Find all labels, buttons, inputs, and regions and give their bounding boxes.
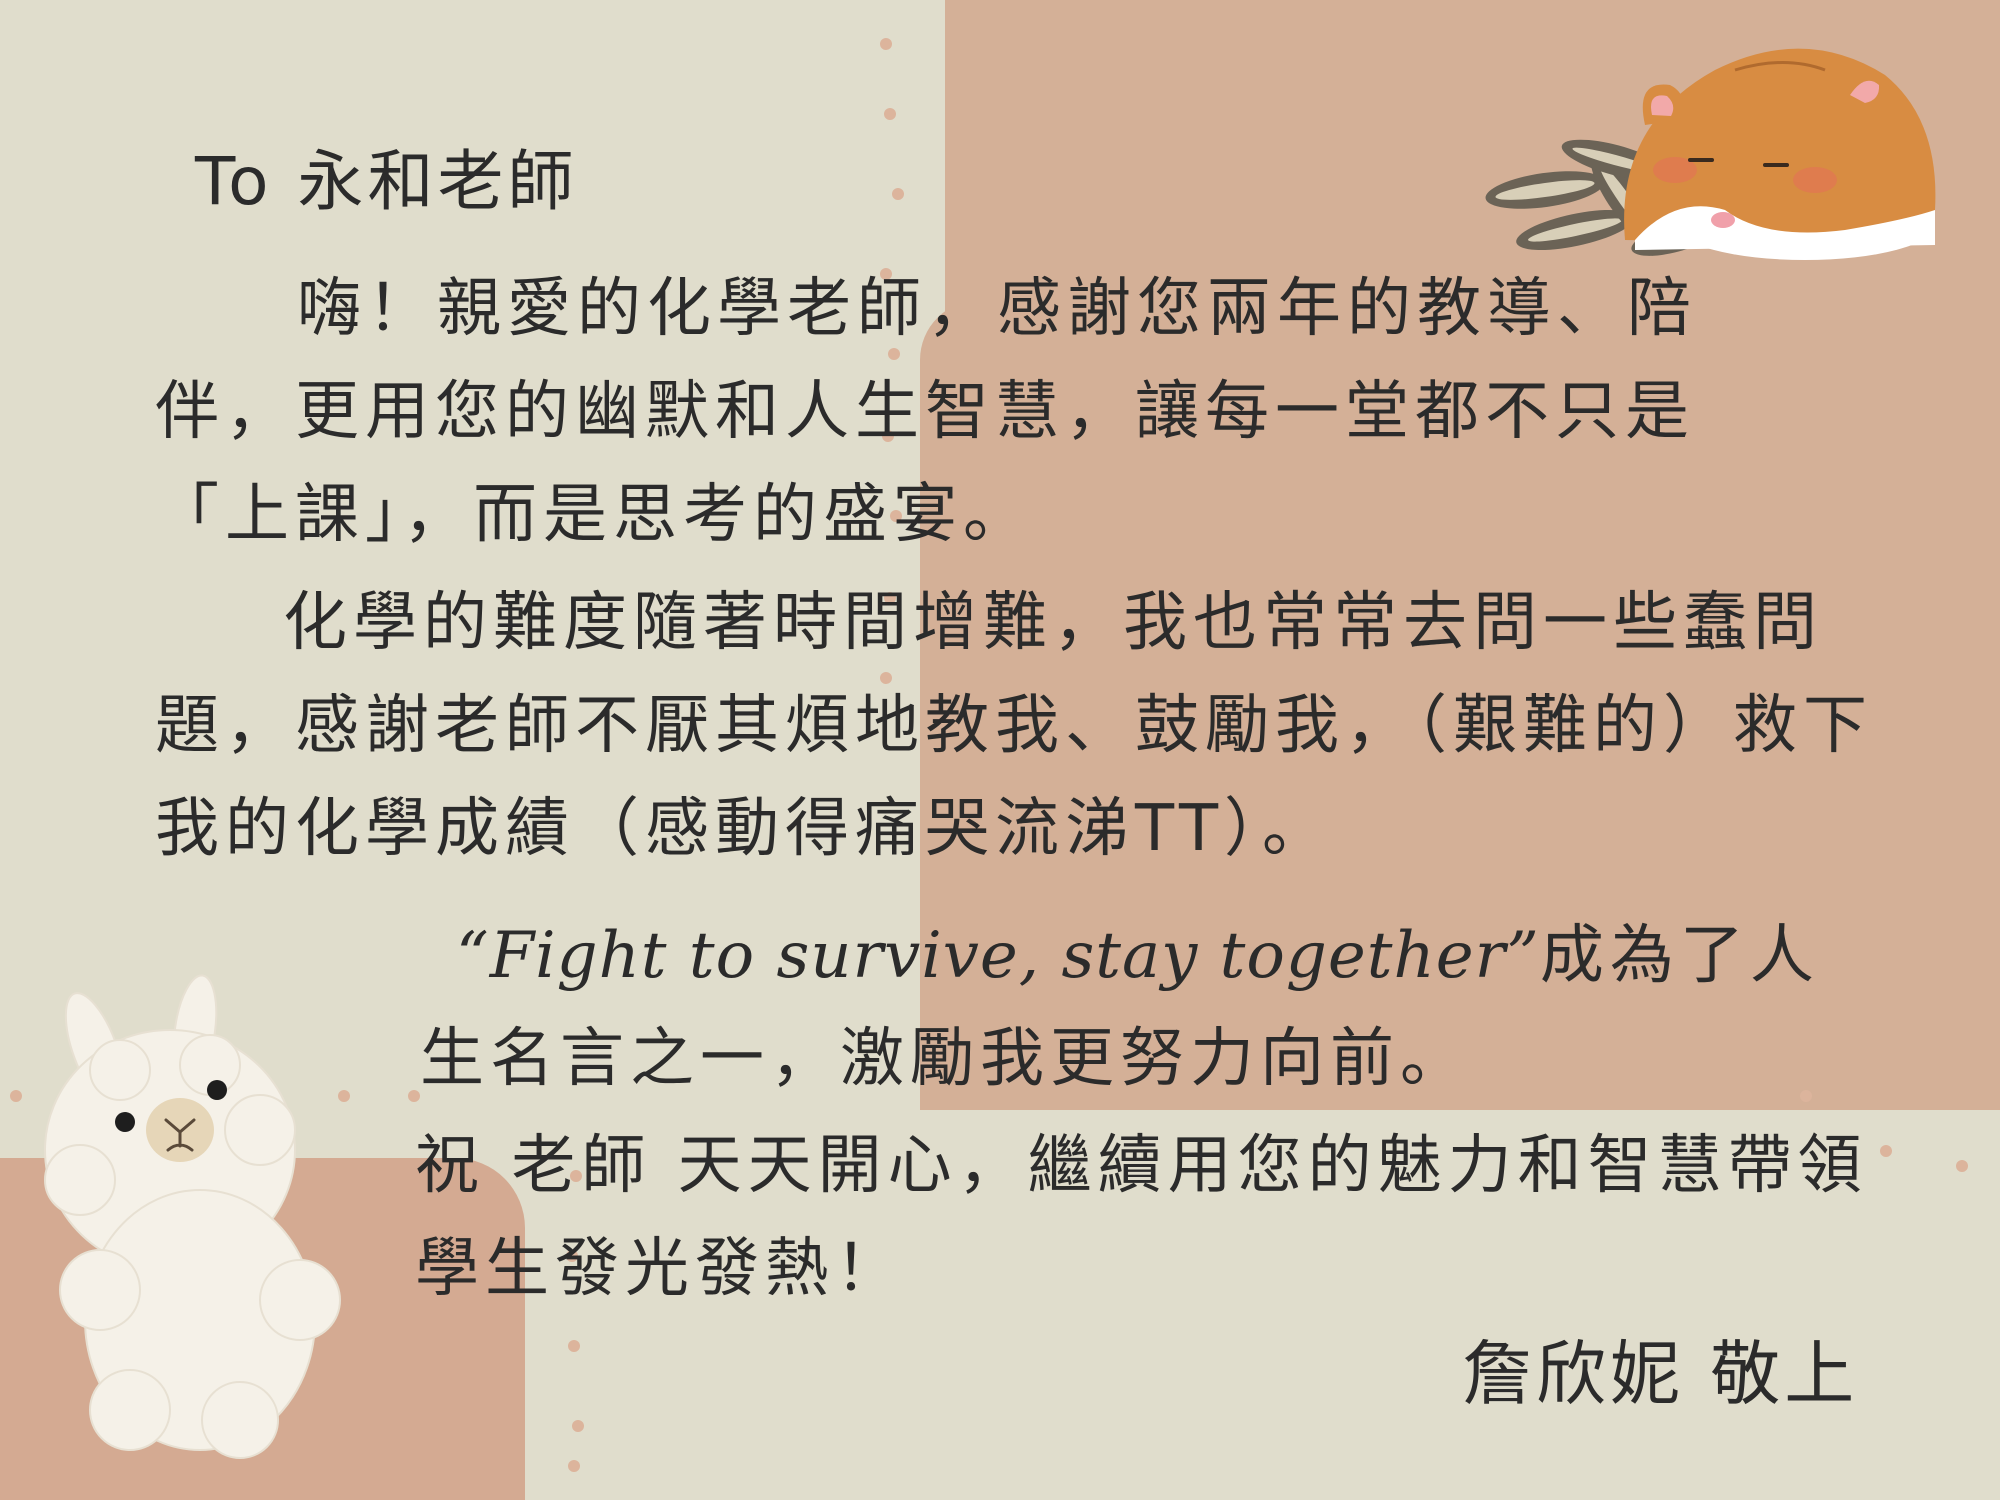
paragraph-3: “Fight to survive, stay together”成為了人生名言… bbox=[420, 905, 1880, 1111]
greeting: To 永和老師 bbox=[195, 143, 578, 220]
hamster-icon bbox=[1485, 48, 1936, 260]
paragraph-1: 嗨！親愛的化學老師，感謝您兩年的教導、陪伴，更用您的幽默和人生智慧，讓每一堂都不… bbox=[155, 272, 1697, 552]
alpaca-icon bbox=[44, 974, 341, 1459]
background-panel-curve bbox=[920, 300, 1040, 1110]
paragraph-4: 祝 老師 天天開心，繼續用您的魅力和智慧帶領學生發光發熱！ bbox=[415, 1129, 1868, 1306]
paragraph-2: 化學的難度隨著時間增難，我也常常去問一些蠢問題，感謝老師不厭其煩地教我、鼓勵我，… bbox=[155, 586, 1873, 866]
signature: 詹欣妮 敬上 bbox=[1462, 1333, 1859, 1415]
motto-quote: “Fight to survive, stay together” bbox=[456, 919, 1540, 993]
motto-description: 成為了人生名言之一，激勵我更努力向前。 bbox=[420, 919, 1820, 1096]
